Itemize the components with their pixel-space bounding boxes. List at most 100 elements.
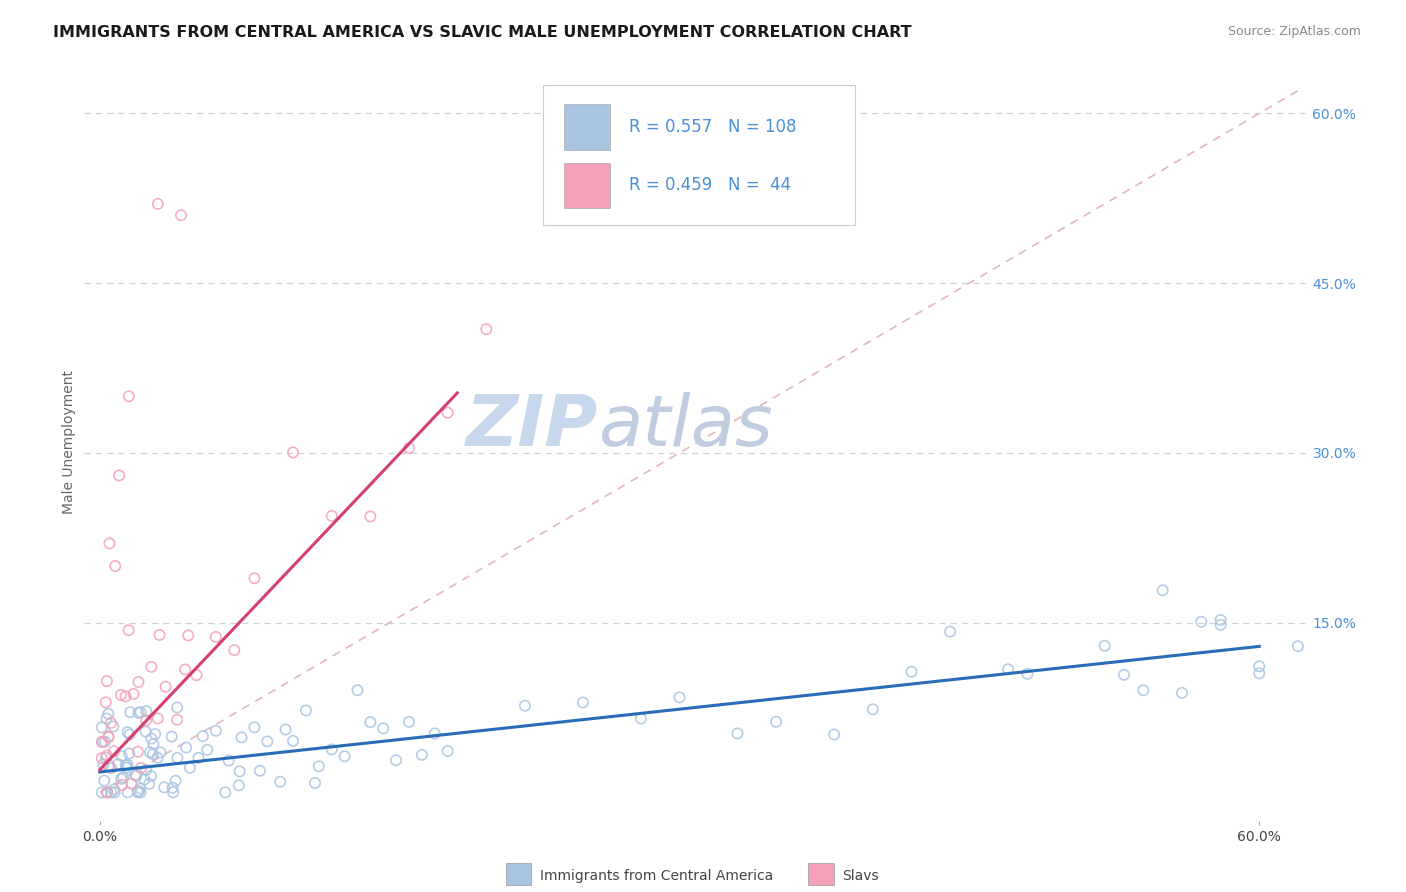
Point <box>1017 666 1039 681</box>
Point <box>475 322 498 336</box>
Text: Source: ZipAtlas.com: Source: ZipAtlas.com <box>1227 25 1361 38</box>
Y-axis label: Male Unemployment: Male Unemployment <box>62 369 76 514</box>
Point <box>90 735 112 749</box>
Point <box>630 712 652 726</box>
Point <box>231 731 253 745</box>
Point <box>997 662 1019 676</box>
Point <box>162 780 184 795</box>
Point <box>274 723 297 737</box>
Point <box>148 628 170 642</box>
Point <box>346 683 368 698</box>
Point <box>900 665 922 679</box>
Point <box>166 751 188 765</box>
Point <box>170 208 193 222</box>
Point <box>127 784 149 798</box>
Point <box>127 706 149 720</box>
Point <box>513 698 536 713</box>
Point <box>115 761 138 775</box>
Point <box>143 727 166 741</box>
Point <box>94 750 117 764</box>
Point <box>146 750 169 764</box>
Point <box>90 720 112 734</box>
Point <box>94 735 117 749</box>
Point <box>127 745 149 759</box>
Point <box>436 744 458 758</box>
Point <box>174 663 197 677</box>
Point <box>411 747 433 762</box>
Point <box>359 509 381 524</box>
Point <box>127 675 149 690</box>
Point <box>135 763 157 777</box>
Point <box>308 759 330 773</box>
Bar <box>564 162 610 208</box>
Text: atlas: atlas <box>598 392 773 461</box>
Text: Immigrants from Central America: Immigrants from Central America <box>540 869 773 883</box>
Point <box>96 748 118 763</box>
Point <box>135 724 157 739</box>
Point <box>120 777 142 791</box>
Point <box>124 768 146 782</box>
Point <box>165 773 187 788</box>
Point <box>110 688 132 702</box>
Point <box>139 769 162 783</box>
Point <box>187 751 209 765</box>
Point <box>97 706 120 721</box>
Point <box>125 769 148 783</box>
Point <box>91 735 114 749</box>
Point <box>90 785 112 799</box>
Point <box>129 781 152 796</box>
Point <box>93 757 115 772</box>
Point <box>117 758 139 772</box>
Point <box>1094 639 1116 653</box>
Point <box>295 703 318 717</box>
Point <box>146 711 169 725</box>
Point <box>111 749 134 764</box>
Point <box>129 761 152 775</box>
Point <box>110 772 132 786</box>
Point <box>1152 583 1174 598</box>
Point <box>97 730 120 744</box>
Point <box>117 725 139 739</box>
Point <box>96 785 118 799</box>
Point <box>142 737 165 751</box>
Point <box>436 406 458 420</box>
Point <box>359 715 381 730</box>
Point <box>112 771 135 785</box>
Point <box>668 690 690 705</box>
Point <box>97 730 120 744</box>
Text: R = 0.557   N = 108: R = 0.557 N = 108 <box>628 118 796 136</box>
Point <box>281 734 304 748</box>
Point <box>228 778 250 792</box>
Bar <box>564 104 610 150</box>
Point <box>321 742 343 756</box>
Point <box>103 744 125 758</box>
Point <box>160 730 183 744</box>
Point <box>385 753 408 767</box>
Text: R = 0.459   N =  44: R = 0.459 N = 44 <box>628 177 790 194</box>
Point <box>1112 668 1135 682</box>
Point <box>243 571 266 585</box>
Point <box>94 695 117 709</box>
Point <box>135 714 157 728</box>
Text: ZIP: ZIP <box>465 392 598 461</box>
Point <box>281 445 304 459</box>
Point <box>1132 683 1154 698</box>
Point <box>103 782 125 797</box>
Point <box>118 389 141 403</box>
Point <box>96 785 118 799</box>
Point <box>1209 618 1232 632</box>
Point <box>256 734 278 748</box>
Point <box>214 785 236 799</box>
Point <box>249 764 271 778</box>
Point <box>179 761 201 775</box>
Point <box>423 726 446 740</box>
Point <box>118 747 141 761</box>
Point <box>129 705 152 719</box>
Point <box>104 785 127 799</box>
Point <box>103 719 125 733</box>
Point <box>1249 666 1271 681</box>
Point <box>1249 659 1271 673</box>
Point <box>765 714 787 729</box>
Point <box>191 729 214 743</box>
Point <box>153 780 176 795</box>
